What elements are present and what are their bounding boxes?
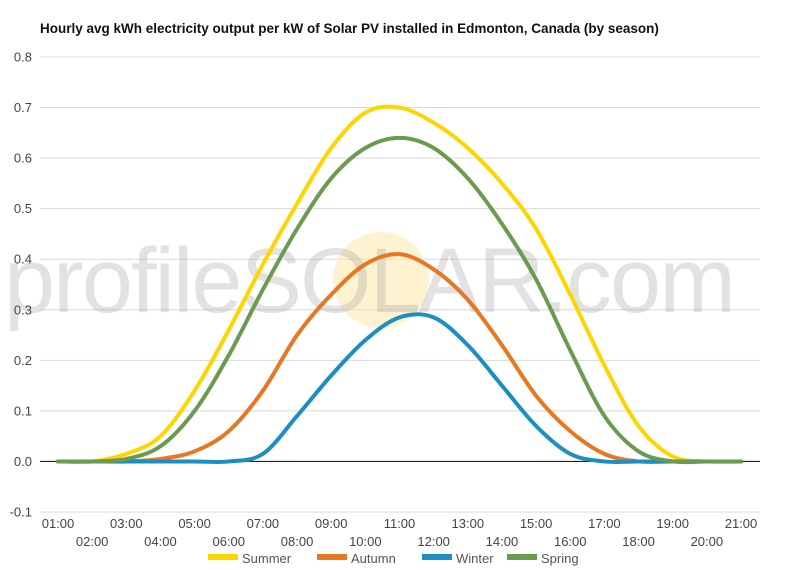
x-tick-label: 02:00 bbox=[76, 534, 109, 549]
legend-swatch-summer bbox=[208, 554, 238, 560]
x-tick-label: 13:00 bbox=[452, 516, 485, 531]
legend-swatch-spring bbox=[507, 554, 537, 560]
watermark: profileSOLAR.com bbox=[4, 230, 736, 332]
y-tick-label: 0.1 bbox=[14, 403, 32, 418]
legend-swatch-winter bbox=[422, 554, 452, 560]
chart-title: Hourly avg kWh electricity output per kW… bbox=[40, 21, 659, 36]
y-tick-label: -0.1 bbox=[10, 505, 32, 520]
y-tick-label: 0.6 bbox=[14, 151, 32, 166]
x-tick-label: 17:00 bbox=[588, 516, 621, 531]
x-tick-label: 15:00 bbox=[520, 516, 553, 531]
y-tick-label: 0.5 bbox=[14, 201, 32, 216]
x-tick-label: 12:00 bbox=[417, 534, 450, 549]
x-tick-label: 11:00 bbox=[384, 516, 416, 531]
x-tick-label: 18:00 bbox=[622, 534, 655, 549]
x-tick-label: 03:00 bbox=[110, 516, 143, 531]
watermark-text: profileSOLAR.com bbox=[4, 230, 734, 332]
legend-label-winter: Winter bbox=[456, 551, 494, 566]
x-tick-label: 21:00 bbox=[725, 516, 758, 531]
x-tick-label: 09:00 bbox=[315, 516, 348, 531]
legend-label-spring: Spring bbox=[541, 551, 579, 566]
x-tick-label: 07:00 bbox=[247, 516, 280, 531]
y-tick-label: 0.3 bbox=[14, 302, 32, 317]
y-axis-ticks: -0.1 0.0 0.1 0.2 0.3 0.4 0.5 0.6 0.7 0.8 bbox=[10, 50, 32, 520]
y-tick-label: 0.2 bbox=[14, 353, 32, 368]
y-tick-label: 0.7 bbox=[14, 100, 32, 115]
y-tick-label: 0.8 bbox=[14, 50, 32, 65]
x-tick-label: 16:00 bbox=[554, 534, 587, 549]
x-tick-label: 05:00 bbox=[178, 516, 211, 531]
x-tick-label: 04:00 bbox=[144, 534, 177, 549]
y-tick-label: 0.4 bbox=[14, 252, 32, 267]
x-tick-label: 01:00 bbox=[42, 516, 75, 531]
series-line-winter bbox=[56, 312, 743, 464]
x-axis-ticks: 01:0002:0003:0004:0005:0006:0007:0008:00… bbox=[42, 516, 758, 549]
x-tick-label: 08:00 bbox=[281, 534, 314, 549]
series-lines bbox=[56, 104, 743, 465]
x-tick-label: 20:00 bbox=[691, 534, 724, 549]
legend: Summer Autumn Winter Spring bbox=[208, 551, 579, 566]
legend-swatch-autumn bbox=[317, 554, 347, 560]
x-tick-label: 06:00 bbox=[212, 534, 245, 549]
x-tick-label: 10:00 bbox=[349, 534, 382, 549]
legend-label-summer: Summer bbox=[242, 551, 292, 566]
series-line-summer bbox=[56, 104, 743, 464]
series-line-spring bbox=[56, 135, 743, 465]
x-tick-label: 14:00 bbox=[486, 534, 519, 549]
legend-label-autumn: Autumn bbox=[351, 551, 396, 566]
x-tick-label: 19:00 bbox=[656, 516, 689, 531]
y-tick-label: 0.0 bbox=[14, 454, 32, 469]
